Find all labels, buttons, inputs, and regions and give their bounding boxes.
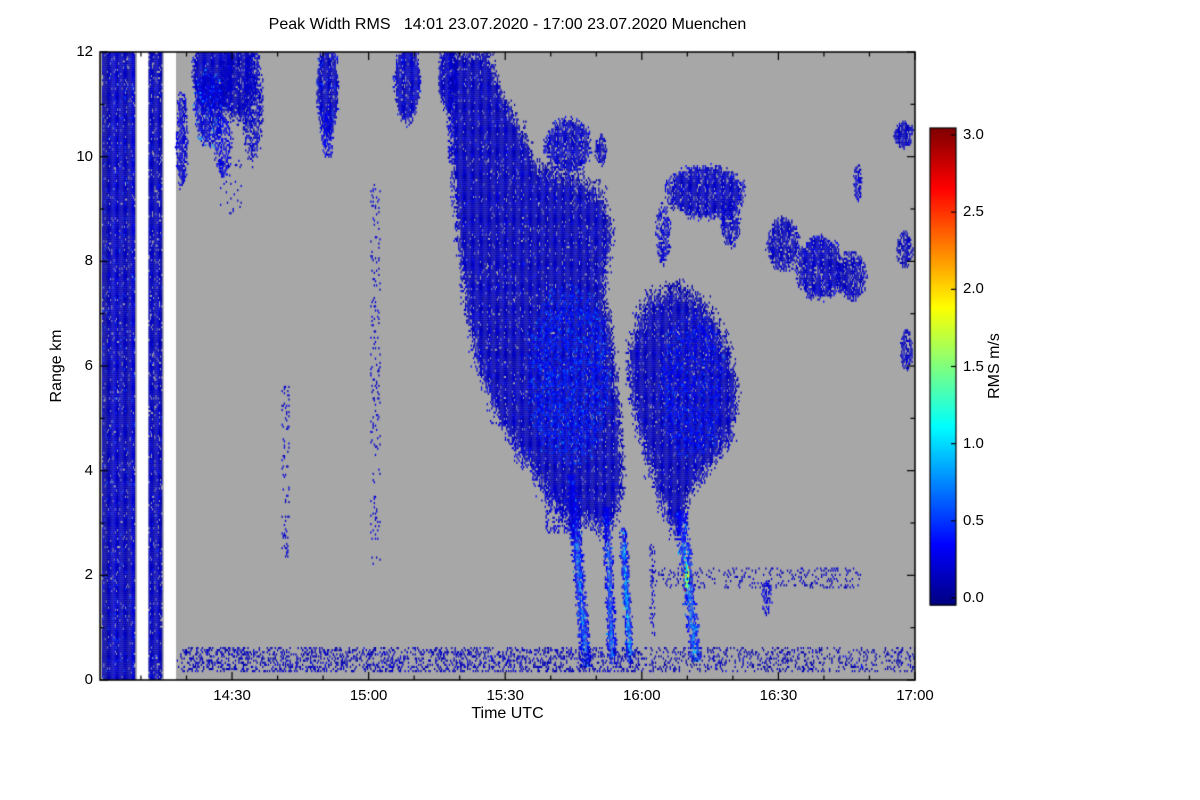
x-tick-label: 14:30 bbox=[213, 687, 251, 704]
y-tick-label: 10 bbox=[76, 147, 93, 165]
colorbar-tick-label: 1.5 bbox=[963, 357, 984, 375]
y-tick-label: 4 bbox=[84, 461, 93, 479]
colorbar-tick-label: 2.0 bbox=[963, 280, 984, 298]
x-axis-title: Time UTC bbox=[471, 705, 544, 722]
y-tick-label: 8 bbox=[84, 252, 93, 270]
x-tick-label: 15:00 bbox=[349, 687, 388, 704]
colorbar-tick-label: 3.0 bbox=[963, 126, 984, 143]
colorbar-tick-label: 0.0 bbox=[963, 589, 984, 606]
y-tick-label: 0 bbox=[84, 671, 93, 688]
x-tick-label: 15:30 bbox=[486, 687, 524, 704]
y-tick-label: 2 bbox=[84, 566, 93, 584]
chart-title: Peak Width RMS 14:01 23.07.2020 - 17:00 … bbox=[268, 16, 747, 33]
y-tick-label: 6 bbox=[84, 357, 93, 374]
y-tick-label: 12 bbox=[76, 43, 93, 60]
colorbar-tick-label: 0.5 bbox=[963, 511, 984, 529]
colorbar-tick-label: 2.5 bbox=[963, 203, 984, 221]
x-tick-label: 16:30 bbox=[759, 687, 798, 704]
x-tick-label: 16:00 bbox=[623, 687, 661, 704]
x-tick-label: 17:00 bbox=[896, 687, 934, 704]
colorbar-tick-label: 1.0 bbox=[963, 434, 984, 452]
